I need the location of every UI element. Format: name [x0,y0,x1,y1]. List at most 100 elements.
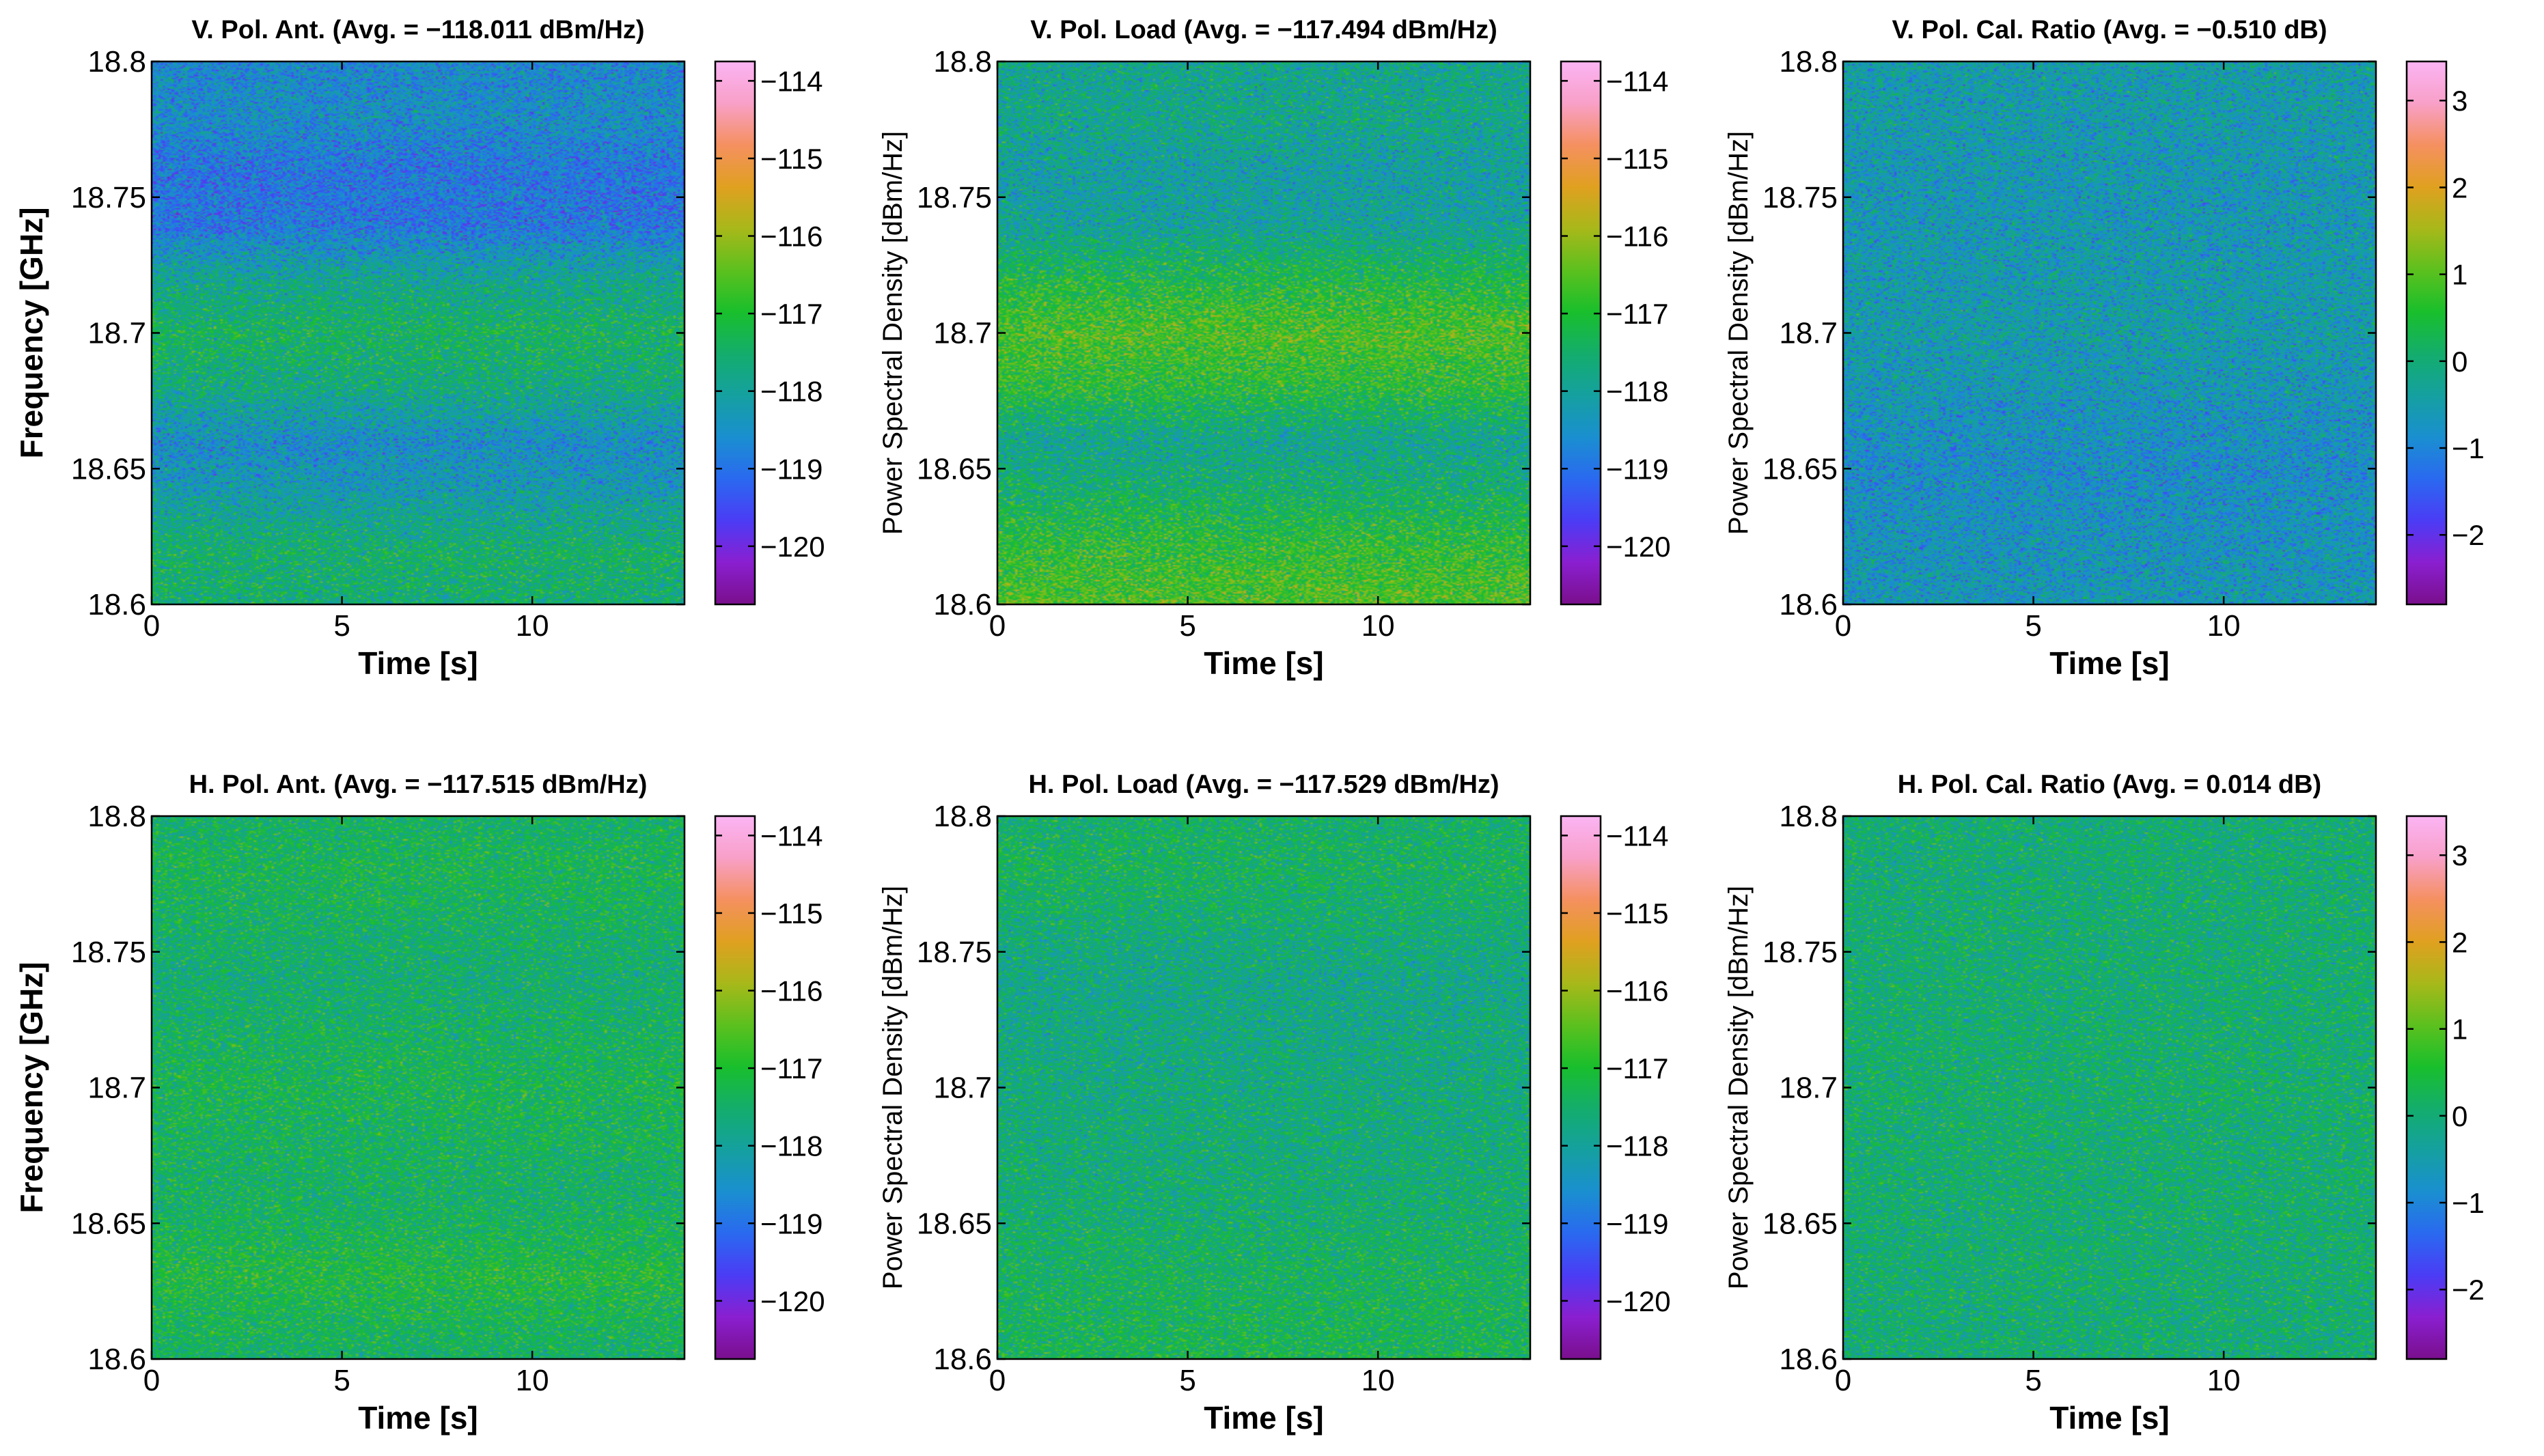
x-tick-label: 5 [333,1364,350,1397]
y-tick-label: 18.7 [87,317,146,350]
colorbar-tick-label: −119 [760,453,823,485]
colorbar-frame [2405,60,2448,606]
y-tick-label: 18.75 [1762,936,1838,969]
y-tick-label: 18.6 [1779,1343,1838,1376]
x-tick-label: 5 [1179,1364,1195,1397]
y-tick-label: 18.7 [1779,317,1838,350]
colorbar-tick-label: 1 [2452,1013,2467,1046]
y-tick-label: 18.7 [1779,1072,1838,1105]
y-tick-label: 18.65 [1762,452,1838,486]
colorbar-gradient [1561,61,1601,604]
heatmap-image [1843,816,2376,1359]
colorbar-tick-label: −119 [1606,453,1669,485]
x-tick-label: 10 [1361,609,1395,643]
plot-title: V. Pol. Load (Avg. = −117.494 dBm/Hz) [1030,16,1497,44]
y-tick-label: 18.8 [933,45,992,79]
panel-v-load: 0 5 10 18.6 18.65 18.7 18.75 18.8 V. Pol. Load (… [917,16,1754,681]
colorbar-tick-label: −117 [1606,1052,1669,1084]
colorbar-gradient [1561,816,1601,1359]
colorbar-tick-label: −116 [760,975,823,1007]
colorbar-tick-label: −119 [760,1207,823,1240]
y-tick-label: 18.6 [933,588,992,621]
y-tick-label: 18.75 [71,181,146,214]
plot-title: V. Pol. Cal. Ratio (Avg. = −0.510 dB) [1892,16,2327,44]
colorbar-tick-label: −120 [760,1285,825,1317]
colorbar-frame [1560,815,1602,1360]
x-axis-label: Time [s] [1204,1400,1324,1436]
colorbar-label: Power Spectral Density [dBm/Hz] [878,886,908,1289]
colorbar-tick-label: −114 [1606,65,1669,97]
colorbar-tick-label: −116 [1606,975,1669,1007]
x-tick-label: 0 [143,609,160,643]
colorbar-gradient [715,816,755,1359]
colorbar-tick-label: 3 [2452,85,2467,117]
colorbar-label: Power Spectral Density [dBm/Hz] [1724,131,1754,535]
y-tick-label: 18.8 [1779,800,1838,833]
y-tick-label: 18.6 [1779,588,1838,621]
y-tick-label: 18.7 [87,1072,146,1105]
y-tick-label: 18.65 [917,1207,992,1240]
heatmap-image [997,61,1530,604]
x-tick-label: 0 [1835,1364,1851,1397]
heatmap-image [1843,61,2376,604]
y-axis-label: Frequency [GHz] [14,962,49,1213]
colorbar-tick-label: −116 [760,221,823,253]
y-tick-label: 18.75 [917,181,992,214]
y-tick-label: 18.65 [71,452,146,486]
x-axis-label: Time [s] [358,645,478,681]
y-tick-label: 18.65 [917,452,992,486]
y-tick-label: 18.75 [917,936,992,969]
y-tick-label: 18.65 [1762,1207,1838,1240]
colorbar-tick-label: 3 [2452,839,2467,871]
colorbar-tick-label: −115 [1606,897,1669,929]
colorbar-tick-label: −117 [760,298,823,330]
x-axis-label: Time [s] [2049,1400,2170,1436]
colorbar-tick-label: −118 [1606,1130,1669,1162]
panel-h-load: 0 5 10 18.6 18.65 18.7 18.75 18.8 H. Pol. Load (… [917,770,1754,1436]
colorbar-label: Power Spectral Density [dBm/Hz] [878,131,908,535]
x-tick-label: 5 [2025,609,2041,643]
x-tick-label: 10 [1361,1364,1395,1397]
colorbar-frame [714,60,756,606]
colorbar-tick-label: −1 [2452,1187,2485,1219]
colorbar-tick-label: 1 [2452,259,2467,291]
y-tick-label: 18.8 [1779,45,1838,79]
colorbar-tick-label: 2 [2452,171,2467,204]
colorbar-gradient [2407,816,2446,1359]
y-tick-label: 18.7 [933,1072,992,1105]
colorbar-gradient [715,61,755,604]
y-tick-label: 18.75 [71,936,146,969]
y-tick-label: 18.75 [1762,181,1838,214]
colorbar-gradient [2407,61,2446,604]
colorbar-tick-label: −2 [2452,1274,2485,1306]
colorbar-tick-label: −120 [760,531,825,563]
x-tick-label: 5 [1179,609,1195,643]
plot-title: H. Pol. Cal. Ratio (Avg. = 0.014 dB) [1898,770,2321,799]
colorbar-tick-label: −118 [760,1130,823,1162]
y-tick-label: 18.8 [933,800,992,833]
y-tick-label: 18.8 [87,45,146,79]
y-tick-label: 18.7 [933,317,992,350]
y-tick-label: 18.8 [87,800,146,833]
y-tick-label: 18.6 [933,1343,992,1376]
colorbar-label: Power Spectral Density [dBm/Hz] [1724,886,1754,1289]
colorbar-tick-label: −115 [760,897,823,929]
colorbar-tick-label: −117 [760,1052,823,1084]
colorbar-tick-label: −117 [1606,298,1669,330]
x-tick-label: 0 [989,609,1006,643]
colorbar-tick-label: −120 [1606,1285,1671,1317]
colorbar-tick-label: −2 [2452,519,2485,551]
x-tick-label: 10 [2207,1364,2241,1397]
y-tick-label: 18.6 [87,1343,146,1376]
y-tick-label: 18.65 [71,1207,146,1240]
x-tick-label: 5 [2025,1364,2041,1397]
colorbar-tick-label: −119 [1606,1207,1669,1240]
y-axis-label: Frequency [GHz] [14,207,49,458]
heatmap-image [152,61,685,604]
colorbar-frame [1560,60,1602,606]
panel-v-ant: 0 5 10 18.6 18.65 18.7 18.75 18.8 V. Pol. Ant. (… [14,16,908,681]
x-tick-label: 0 [1835,609,1851,643]
plot-title: H. Pol. Load (Avg. = −117.529 dBm/Hz) [1028,770,1499,799]
